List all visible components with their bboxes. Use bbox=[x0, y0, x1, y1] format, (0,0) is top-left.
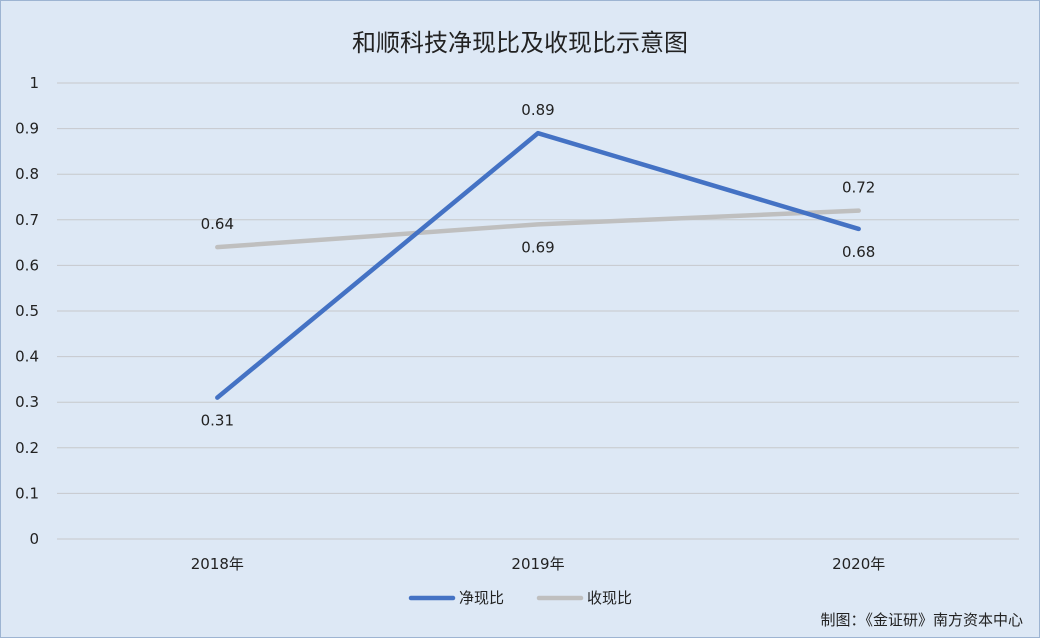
data-label: 0.31 bbox=[201, 412, 234, 430]
x-tick-label: 2019年 bbox=[511, 555, 564, 573]
y-tick-label: 0.6 bbox=[15, 256, 39, 274]
series-line-1 bbox=[215, 208, 861, 250]
series-line-0 bbox=[215, 130, 861, 400]
series-lines bbox=[215, 130, 861, 400]
data-label: 0.72 bbox=[842, 179, 875, 197]
y-tick-label: 0.9 bbox=[15, 120, 39, 138]
gridlines bbox=[57, 82, 1019, 540]
legend: 净现比 收现比 bbox=[408, 589, 632, 607]
x-tick-label: 2020年 bbox=[832, 555, 885, 573]
x-tick-label: 2018年 bbox=[191, 555, 244, 573]
y-tick-label: 0 bbox=[29, 530, 39, 548]
y-axis-ticks: 0 0.1 0.2 0.3 0.4 0.5 0.6 0.7 0.8 0.9 1 bbox=[15, 74, 39, 548]
legend-label: 收现比 bbox=[587, 589, 632, 607]
y-tick-label: 0.7 bbox=[15, 211, 39, 229]
legend-label: 净现比 bbox=[459, 589, 504, 607]
y-tick-label: 0.3 bbox=[15, 393, 39, 411]
data-label: 0.68 bbox=[842, 243, 875, 261]
y-tick-label: 0.8 bbox=[15, 165, 39, 183]
x-axis-ticks: 2018年 2019年 2020年 bbox=[191, 555, 886, 573]
y-tick-label: 0.1 bbox=[15, 484, 39, 502]
data-label: 0.89 bbox=[521, 101, 554, 119]
y-tick-label: 0.4 bbox=[15, 348, 39, 366]
chart-credit: 制图：《金证研》南方资本中心 bbox=[820, 611, 1023, 629]
data-label: 0.64 bbox=[201, 215, 234, 233]
y-tick-label: 0.2 bbox=[15, 439, 39, 457]
y-tick-label: 0.5 bbox=[15, 302, 39, 320]
y-tick-label: 1 bbox=[29, 74, 39, 92]
data-labels: 0.31 0.89 0.68 0.64 0.69 0.72 bbox=[201, 101, 876, 429]
chart-title: 和顺科技净现比及收现比示意图 bbox=[352, 29, 688, 57]
data-label: 0.69 bbox=[521, 238, 554, 256]
